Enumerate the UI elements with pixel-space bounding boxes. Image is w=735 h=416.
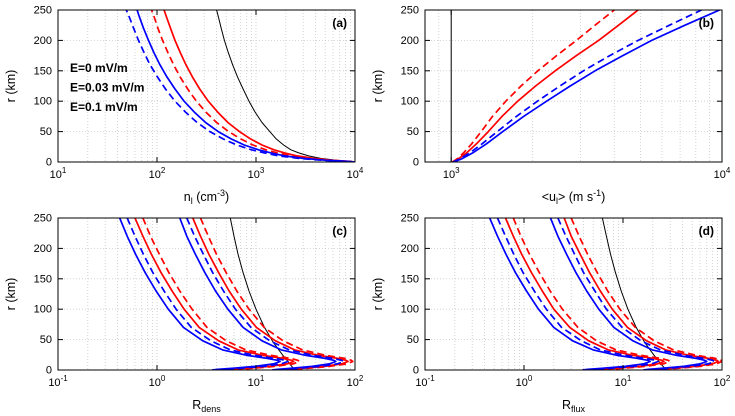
axes-box (57, 9, 356, 163)
x-tick-label: 100 (149, 374, 166, 389)
series-red-dashed (451, 10, 615, 162)
x-tick-label: 104 (347, 166, 364, 181)
x-tick-label: 100 (516, 374, 533, 389)
y-tick-label: 200 (34, 35, 52, 47)
series-g1-red-dashed (512, 218, 671, 370)
x-axis-label: <ul> (m s-1) (542, 188, 606, 206)
y-tick-label: 50 (40, 126, 52, 138)
series-red-dashed (150, 10, 355, 162)
y-tick-label: 200 (401, 243, 419, 255)
panel-c: 10-1 100 101 102 0 50 100 150 200 250 Rdens r (km) (… (0, 208, 367, 416)
panel-b: 103 104 0 50 100 150 200 250 <ul> (m s-1) r (km) (… (367, 0, 735, 208)
y-tick-label: 250 (34, 213, 52, 225)
x-tick-label: 10-1 (48, 374, 68, 389)
ticks-and-labels: 10-1 100 101 102 0 50 100 150 200 250 (401, 213, 731, 390)
panel-label: (c) (332, 224, 347, 238)
x-tick-label: 103 (248, 166, 265, 181)
series-g2-blue-solid (179, 218, 337, 370)
panel-label: (a) (332, 16, 347, 30)
x-tick-label: 101 (50, 166, 67, 181)
y-tick-label: 100 (34, 96, 52, 108)
y-tick-label: 0 (413, 365, 419, 377)
series-group (450, 10, 720, 162)
y-tick-label: 0 (413, 157, 419, 169)
x-tick-label: 101 (248, 374, 265, 389)
y-tick-label: 150 (401, 273, 419, 285)
series-red-solid (452, 10, 639, 162)
series-g1-blue-dashed (126, 218, 289, 370)
y-tick-label: 100 (401, 304, 419, 316)
y-tick-label: 150 (34, 65, 52, 77)
x-tick-label: 102 (149, 166, 166, 181)
y-tick-label: 50 (407, 126, 419, 138)
panel-label: (b) (699, 16, 714, 30)
series-g1-blue-solid (488, 218, 651, 370)
series-g2-blue-dashed (186, 218, 345, 370)
gridlines (425, 218, 722, 370)
gridlines (58, 218, 355, 370)
gridlines (58, 10, 355, 162)
series-g2-blue-solid (549, 218, 708, 370)
y-axis-label: r (km) (371, 70, 385, 103)
series-group (488, 218, 722, 370)
series-g1-blue-dashed (496, 218, 659, 370)
series-blue-dashed (452, 10, 702, 162)
panel-d: 10-1 100 101 102 0 50 100 150 200 250 Rflux r (km) (… (367, 208, 735, 416)
y-tick-label: 250 (401, 5, 419, 17)
x-axis-label: nl (cm-3) (184, 188, 229, 206)
y-tick-label: 200 (401, 35, 419, 47)
series-g2-blue-dashed (557, 218, 716, 370)
chart-d: 10-1 100 101 102 0 50 100 150 200 250 Rflux r (km) (… (371, 213, 731, 415)
y-tick-label: 100 (34, 304, 52, 316)
ticks-and-labels: 10-1 100 101 102 0 50 100 150 200 250 (34, 213, 364, 390)
y-tick-label: 0 (46, 157, 52, 169)
series-blue-solid (453, 10, 720, 162)
legend-item: E=0.03 mV/m (70, 81, 144, 95)
x-tick-label: 102 (714, 374, 731, 389)
y-tick-label: 250 (401, 213, 419, 225)
series-group (125, 10, 355, 162)
y-tick-label: 100 (401, 96, 419, 108)
y-tick-label: 150 (401, 65, 419, 77)
legend-item: E=0.1 mV/m (70, 100, 138, 114)
y-tick-label: 200 (34, 243, 52, 255)
series-group (118, 218, 354, 370)
x-axis-label: Rflux (562, 398, 586, 414)
chart-b: 103 104 0 50 100 150 200 250 <ul> (m s-1) r (km) (… (371, 5, 731, 207)
series-g2-red-dashed (199, 218, 354, 370)
series-blue-solid (136, 10, 355, 162)
series-g2-red-dashed (570, 218, 722, 370)
chart-a: 101 102 103 104 0 50 100 150 200 250 nl (cm-3) r (k… (4, 5, 364, 207)
y-axis-label: r (km) (371, 278, 385, 311)
x-tick-label: 10-1 (415, 374, 435, 389)
chart-c: 10-1 100 101 102 0 50 100 150 200 250 Rdens r (km) (… (4, 213, 364, 415)
y-axis-label: r (km) (4, 278, 18, 311)
y-tick-label: 150 (34, 273, 52, 285)
series-g1-red-dashed (142, 218, 301, 370)
x-tick-label: 104 (714, 166, 731, 181)
series-blue-dashed (125, 10, 355, 162)
panel-label: (d) (699, 224, 714, 238)
ticks-and-labels: 101 102 103 104 0 50 100 150 200 250 (34, 5, 364, 182)
series-black-solid (216, 10, 355, 162)
y-axis-label: r (km) (4, 70, 18, 103)
y-tick-label: 50 (40, 334, 52, 346)
x-tick-label: 101 (615, 374, 632, 389)
x-axis-label: Rdens (192, 398, 221, 414)
legend-item: E=0 mV/m (70, 61, 128, 75)
axes-box (424, 9, 723, 163)
gridlines (425, 10, 722, 162)
axes-box (424, 217, 723, 371)
ticks-and-labels: 103 104 0 50 100 150 200 250 (401, 5, 731, 182)
axes-box (57, 217, 356, 371)
x-tick-label: 102 (347, 374, 364, 389)
x-tick-label: 103 (443, 166, 460, 181)
y-tick-label: 250 (34, 5, 52, 17)
y-tick-label: 0 (46, 365, 52, 377)
panel-a: 101 102 103 104 0 50 100 150 200 250 nl (cm-3) r (k… (0, 0, 367, 208)
y-tick-label: 50 (407, 334, 419, 346)
